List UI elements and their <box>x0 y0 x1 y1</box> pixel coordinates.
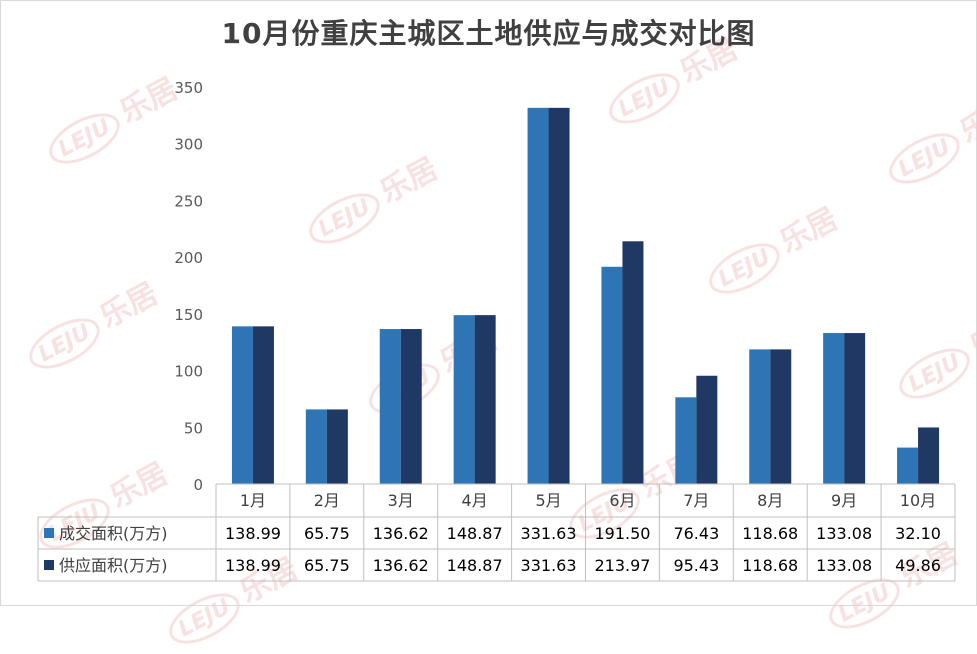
data-table-value: 136.62 <box>373 556 429 575</box>
category-label: 3月 <box>388 491 414 510</box>
data-table-value: 213.97 <box>594 556 650 575</box>
category-label: 1月 <box>240 491 266 510</box>
bar <box>897 447 919 484</box>
category-label: 9月 <box>831 491 857 510</box>
bar <box>844 333 866 484</box>
y-tick-label: 50 <box>184 419 203 437</box>
y-tick-label: 0 <box>193 476 203 494</box>
bar <box>527 107 549 485</box>
bar <box>326 409 348 484</box>
category-label: 2月 <box>314 491 340 510</box>
data-table-value: 191.50 <box>594 524 650 543</box>
y-tick-label: 200 <box>174 249 203 267</box>
y-tick-label: 300 <box>174 136 203 154</box>
data-table-value: 76.43 <box>673 524 719 543</box>
data-table-value: 32.10 <box>895 524 941 543</box>
data-table-value: 136.62 <box>373 524 429 543</box>
data-table-value: 118.68 <box>742 556 798 575</box>
legend-swatch <box>44 560 54 570</box>
category-label: 7月 <box>683 491 709 510</box>
bar <box>379 329 401 484</box>
legend-label: 成交面积(万方) <box>59 524 168 543</box>
data-table-value: 148.87 <box>447 556 503 575</box>
data-table-value: 65.75 <box>304 556 350 575</box>
data-table-value: 331.63 <box>521 556 577 575</box>
bar <box>622 241 644 484</box>
y-tick-label: 250 <box>174 192 203 210</box>
data-table-value: 118.68 <box>742 524 798 543</box>
category-label: 8月 <box>757 491 783 510</box>
category-label: 4月 <box>462 491 488 510</box>
data-table-value: 133.08 <box>816 524 872 543</box>
y-tick-label: 100 <box>174 363 203 381</box>
category-label: 10月 <box>900 491 936 510</box>
chart-frame <box>0 0 977 606</box>
data-table-value: 138.99 <box>225 556 281 575</box>
bar <box>749 349 771 484</box>
bar <box>453 315 475 484</box>
bar <box>770 349 792 484</box>
legend-label: 供应面积(万方) <box>59 556 168 575</box>
bar <box>400 329 422 484</box>
bar <box>474 315 496 484</box>
bar <box>918 427 940 484</box>
bar <box>548 107 570 485</box>
bar <box>675 397 697 484</box>
chart-svg: 0 50 100 150 200 250 300 350 1月 2月 3月 4月 5月 6月 7月 8月 9月 1… <box>37 79 956 582</box>
data-table-value: 331.63 <box>521 524 577 543</box>
bar <box>231 326 253 484</box>
data-table-value: 95.43 <box>673 556 719 575</box>
category-label: 6月 <box>609 491 635 510</box>
data-table-value: 138.99 <box>225 524 281 543</box>
data-table-value: 65.75 <box>304 524 350 543</box>
bar <box>252 326 274 484</box>
category-label: 5月 <box>535 491 561 510</box>
bar <box>823 333 845 484</box>
bar <box>696 375 718 484</box>
y-tick-label: 350 <box>174 79 203 97</box>
data-table-value: 148.87 <box>447 524 503 543</box>
y-tick-label: 150 <box>174 306 203 324</box>
bar <box>601 266 623 484</box>
legend-swatch <box>44 528 54 538</box>
chart-title: 10月份重庆主城区土地供应与成交对比图 <box>221 17 756 50</box>
bar <box>305 409 327 484</box>
data-table-value: 133.08 <box>816 556 872 575</box>
data-table-value: 49.86 <box>895 556 941 575</box>
